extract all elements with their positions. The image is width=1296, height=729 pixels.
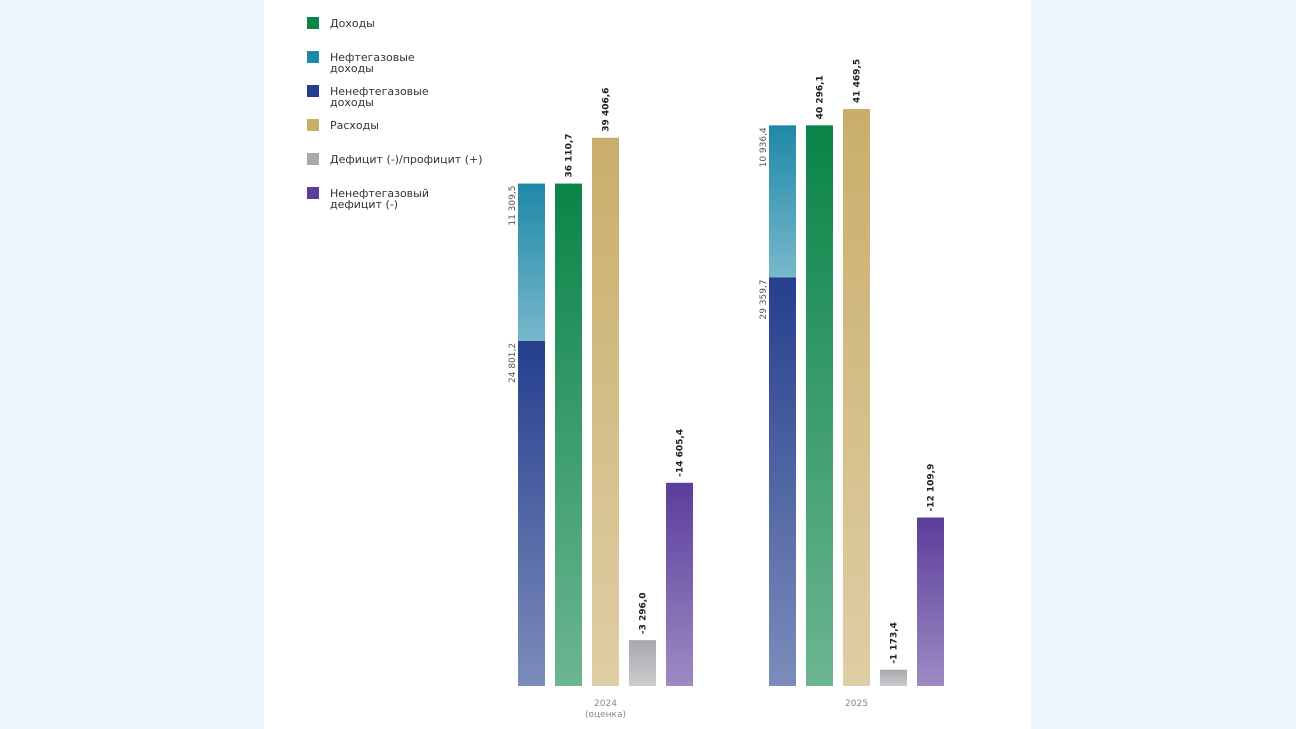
value-label: -1 173,4 xyxy=(890,622,900,664)
value-label: 40 296,1 xyxy=(816,75,826,119)
segment-label: 29 359,7 xyxy=(759,279,769,319)
bar xyxy=(555,183,582,686)
value-label: 36 110,7 xyxy=(565,133,575,177)
segment-label: 24 801,2 xyxy=(508,343,518,383)
bar xyxy=(592,137,619,686)
value-label: -3 296,0 xyxy=(639,593,649,635)
legend-swatch xyxy=(307,85,319,97)
value-label: 39 406,6 xyxy=(602,88,612,132)
legend-swatch xyxy=(307,187,319,199)
bar-segment xyxy=(518,183,545,341)
panel xyxy=(264,0,1031,729)
value-label: -14 605,4 xyxy=(676,429,686,477)
legend-swatch xyxy=(307,119,319,131)
segment-label: 11 309,5 xyxy=(508,186,518,226)
bar xyxy=(917,517,944,686)
bar xyxy=(806,125,833,687)
bar xyxy=(629,640,656,686)
bar xyxy=(843,109,870,686)
value-label: 41 469,5 xyxy=(853,59,863,103)
bar-segment xyxy=(769,277,796,686)
x-tick-label: 2025 xyxy=(845,699,868,709)
legend-label: Ненефтегазовый дефицит (-) xyxy=(330,187,429,211)
legend-swatch xyxy=(307,17,319,29)
x-tick-label: 2024 (оценка) xyxy=(584,699,627,720)
bar xyxy=(880,669,907,686)
legend-label: Доходы xyxy=(330,17,375,30)
legend-label: Расходы xyxy=(330,119,379,132)
legend-swatch xyxy=(307,153,319,165)
segment-label: 10 936,4 xyxy=(759,127,769,167)
bar xyxy=(666,482,693,686)
legend-swatch xyxy=(307,51,319,63)
legend-label: Нефтегазовые доходы xyxy=(330,51,415,75)
legend-label: Дефицит (-)/профицит (+) xyxy=(330,153,483,166)
bar-segment xyxy=(769,125,796,278)
bar-segment xyxy=(518,340,545,686)
legend-label: Ненефтегазовые доходы xyxy=(330,85,429,109)
value-label: -12 109,9 xyxy=(927,464,937,512)
